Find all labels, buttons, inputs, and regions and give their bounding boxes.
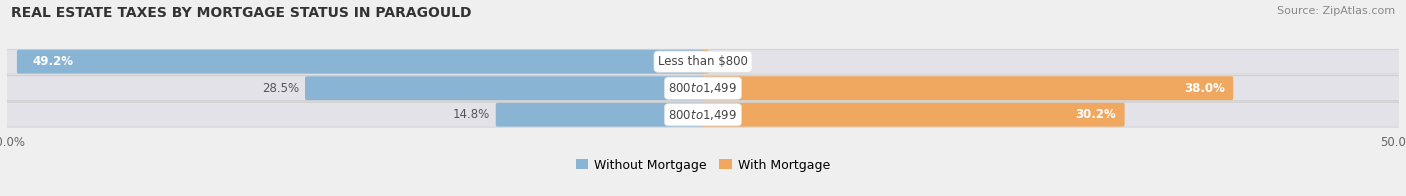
Text: $800 to $1,499: $800 to $1,499	[668, 81, 738, 95]
FancyBboxPatch shape	[496, 103, 704, 127]
Text: 0.33%: 0.33%	[714, 55, 752, 68]
Text: 38.0%: 38.0%	[1184, 82, 1225, 95]
FancyBboxPatch shape	[702, 103, 1125, 127]
FancyBboxPatch shape	[6, 102, 1400, 127]
Text: 49.2%: 49.2%	[32, 55, 73, 68]
Text: Source: ZipAtlas.com: Source: ZipAtlas.com	[1277, 6, 1395, 16]
Text: $800 to $1,499: $800 to $1,499	[668, 108, 738, 122]
Text: 14.8%: 14.8%	[453, 108, 491, 121]
FancyBboxPatch shape	[305, 76, 704, 100]
Text: 30.2%: 30.2%	[1076, 108, 1116, 121]
Text: REAL ESTATE TAXES BY MORTGAGE STATUS IN PARAGOULD: REAL ESTATE TAXES BY MORTGAGE STATUS IN …	[11, 6, 472, 20]
FancyBboxPatch shape	[702, 50, 709, 74]
FancyBboxPatch shape	[17, 50, 704, 74]
Legend: Without Mortgage, With Mortgage: Without Mortgage, With Mortgage	[571, 154, 835, 177]
Text: 28.5%: 28.5%	[262, 82, 299, 95]
FancyBboxPatch shape	[6, 76, 1400, 101]
Text: Less than $800: Less than $800	[658, 55, 748, 68]
FancyBboxPatch shape	[702, 76, 1233, 100]
FancyBboxPatch shape	[6, 49, 1400, 74]
